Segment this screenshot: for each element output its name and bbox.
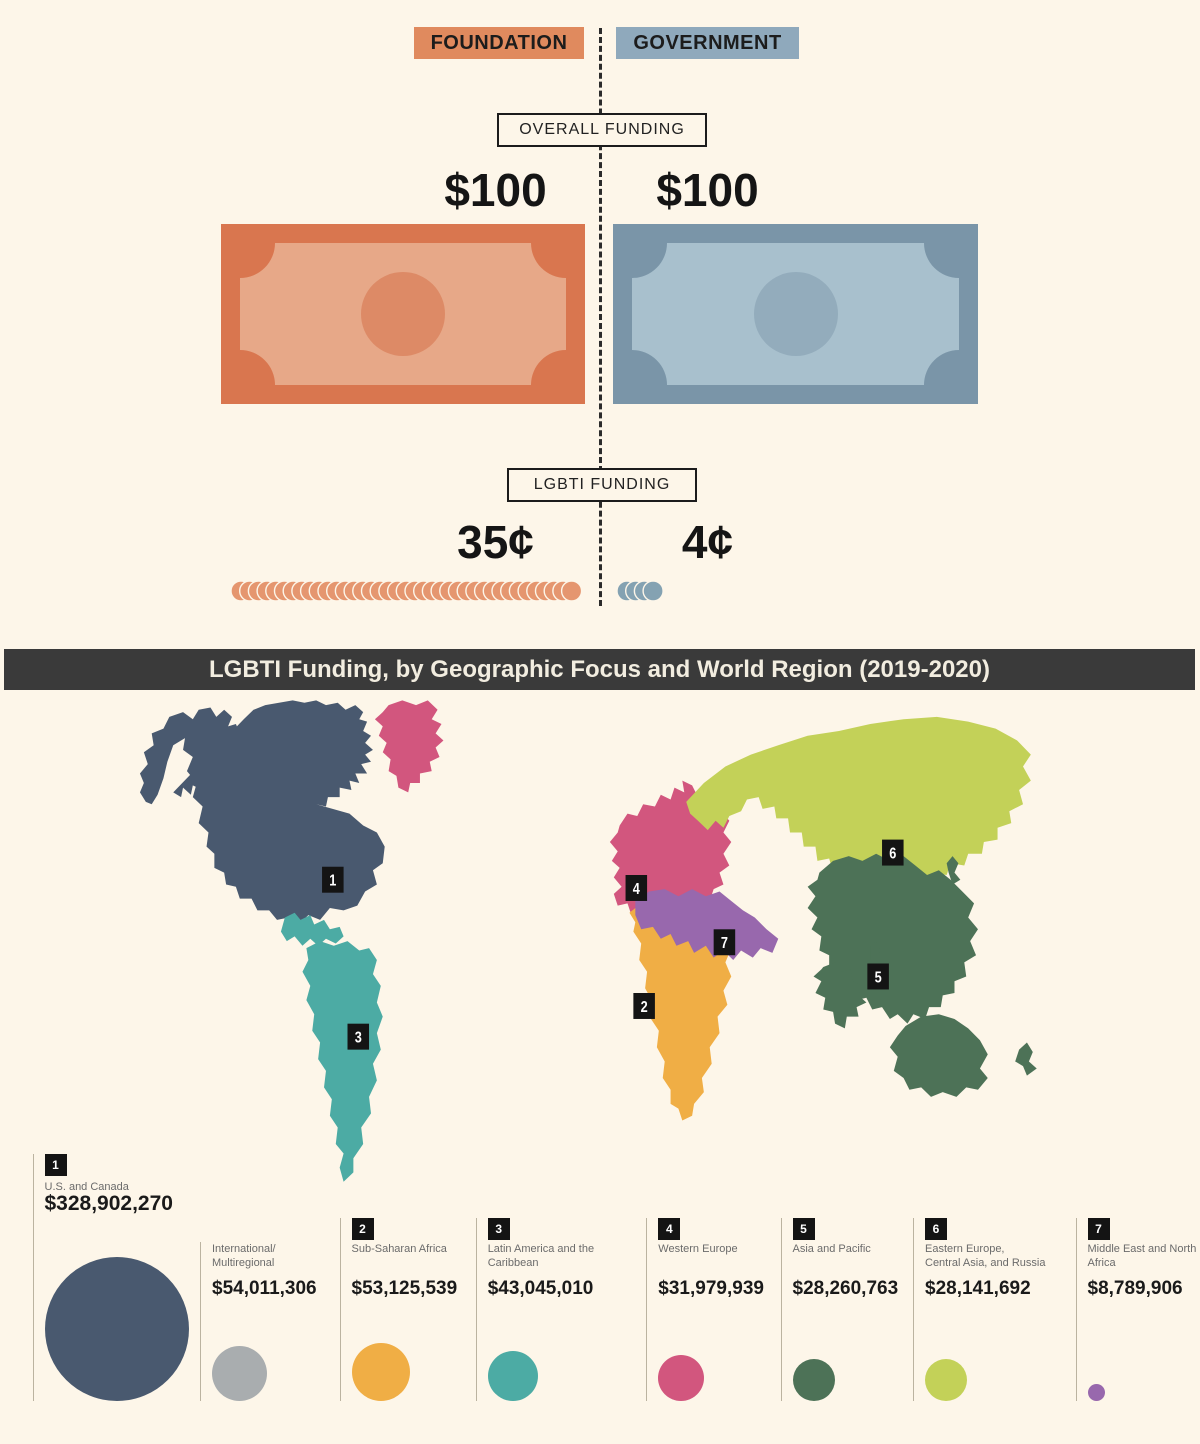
svg-text:5: 5	[875, 968, 882, 985]
svg-text:4: 4	[633, 880, 640, 897]
svg-text:2: 2	[641, 998, 648, 1015]
svg-text:7: 7	[721, 934, 728, 951]
svg-text:6: 6	[889, 844, 896, 861]
svg-text:1: 1	[329, 871, 336, 888]
svg-text:3: 3	[355, 1028, 362, 1045]
